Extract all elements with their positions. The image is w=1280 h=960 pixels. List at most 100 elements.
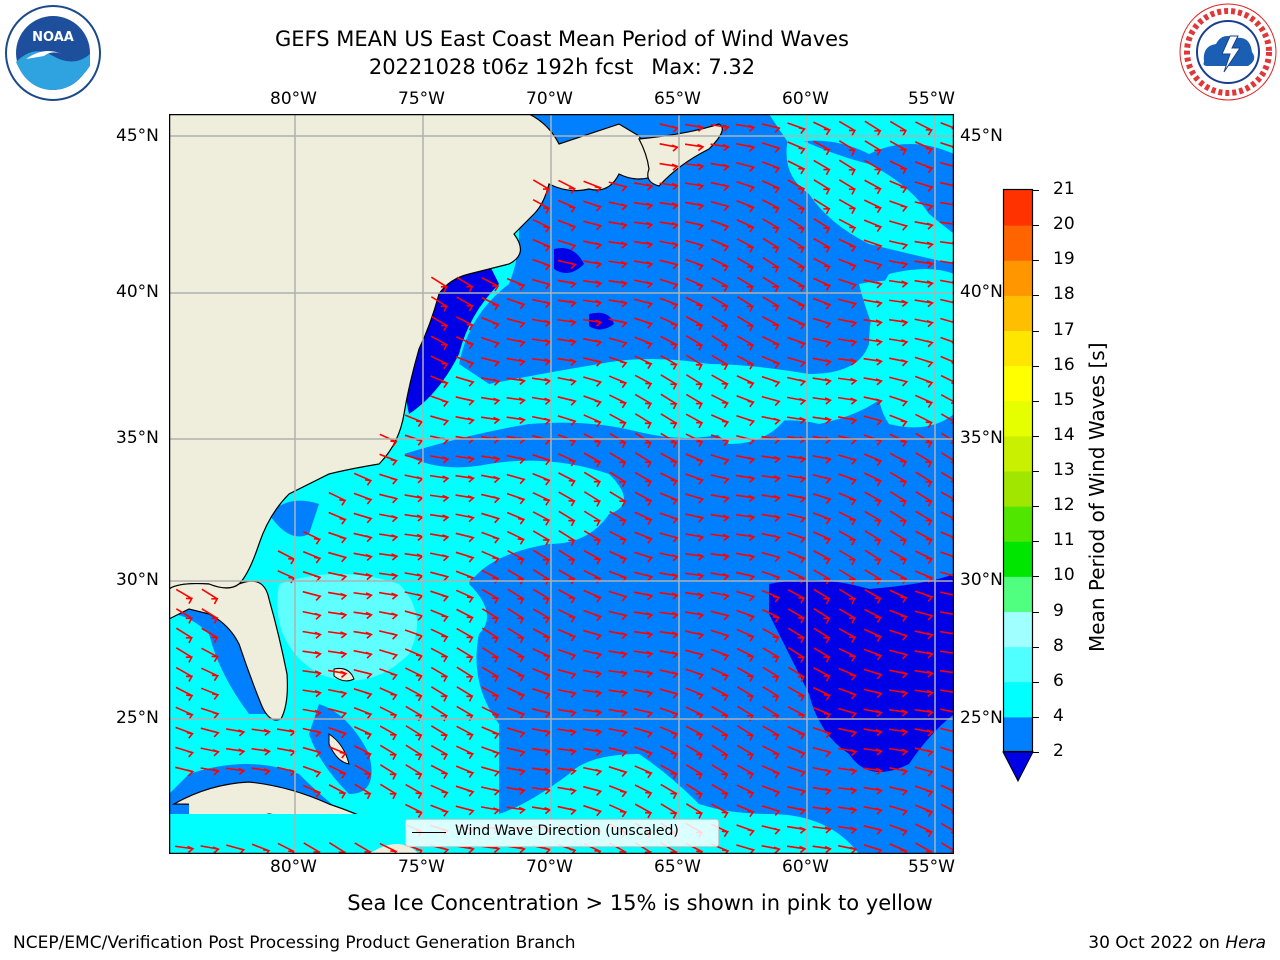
- wind-wave-arrow: [200, 707, 220, 719]
- wind-wave-arrow: [659, 240, 679, 250]
- wind-wave-arrow: [736, 296, 754, 312]
- wind-wave-arrow: [558, 510, 576, 527]
- wind-wave-arrow: [736, 415, 756, 427]
- wind-wave-arrow: [481, 588, 500, 604]
- wind-wave-arrow: [302, 550, 322, 564]
- colorbar-cell: [1004, 330, 1032, 367]
- wind-wave-arrow: [761, 845, 781, 854]
- map-title: GEFS MEAN US East Coast Mean Period of W…: [275, 27, 849, 51]
- colorbar-tick-label: 9: [1053, 600, 1064, 621]
- wind-wave-arrow: [761, 180, 781, 194]
- wind-wave-arrow: [863, 377, 883, 386]
- wind-wave-arrow: [812, 337, 832, 348]
- colorbar-tick-mark: [1033, 471, 1039, 472]
- wind-wave-arrow: [787, 608, 806, 624]
- wind-wave-arrow: [889, 530, 908, 546]
- wind-wave-arrow: [455, 474, 475, 483]
- wind-wave-arrow: [583, 589, 602, 603]
- wind-wave-arrow: [761, 785, 781, 798]
- wind-wave-arrow: [660, 803, 678, 819]
- wind-wave-arrow: [940, 298, 954, 309]
- wind-wave-arrow: [455, 356, 475, 369]
- wind-wave-arrow: [787, 647, 805, 663]
- wind-wave-arrow: [481, 666, 500, 683]
- wind-wave-arrow: [736, 161, 756, 173]
- wind-wave-arrow: [633, 669, 654, 678]
- lat-label-left: 40°N: [116, 282, 159, 302]
- wind-wave-arrow: [889, 220, 909, 231]
- colorbar-tick-mark: [1033, 330, 1039, 332]
- wind-wave-arrow: [327, 630, 348, 639]
- wind-wave-arrow: [302, 708, 322, 718]
- wind-wave-arrow: [659, 707, 679, 719]
- wind-wave-arrow: [175, 686, 194, 701]
- wind-wave-arrow: [659, 650, 679, 659]
- colorbar-cell: [1004, 435, 1032, 472]
- wind-wave-arrow: [914, 766, 934, 777]
- wind-wave-arrow: [507, 608, 525, 624]
- map-gridlines: [169, 114, 954, 854]
- wind-wave-arrow: [608, 260, 628, 269]
- lon-label-top: 60°W: [782, 89, 829, 109]
- wind-wave-arrow: [506, 317, 526, 329]
- colorbar-cell: [1004, 681, 1032, 718]
- wind-wave-arrow: [685, 315, 704, 331]
- wind-wave-arrow: [685, 803, 704, 819]
- lat-label-left: 30°N: [116, 570, 159, 590]
- wind-wave-arrow: [481, 746, 500, 758]
- wind-wave-arrow: [736, 784, 755, 799]
- wind-wave-arrow: [813, 218, 831, 234]
- wind-wave-arrow: [889, 395, 909, 407]
- wind-wave-arrow: [762, 296, 780, 312]
- wind-wave-arrow: [711, 686, 729, 701]
- wind-wave-arrow: [507, 647, 525, 663]
- wind-wave-arrow: [430, 552, 450, 562]
- wind-wave-arrow: [175, 647, 194, 663]
- wind-wave-arrow: [557, 376, 577, 386]
- wind-wave-arrow: [608, 337, 628, 348]
- wind-wave-arrow: [915, 413, 933, 428]
- wind-wave-arrow: [634, 452, 653, 468]
- wind-wave-arrow: [710, 667, 730, 681]
- wind-wave-arrow: [660, 413, 678, 429]
- wind-wave-arrow: [480, 455, 501, 464]
- colorbar-cell: [1004, 190, 1032, 226]
- wind-wave-arrow: [863, 825, 883, 835]
- colorbar-tick-label: 2: [1053, 741, 1064, 761]
- wind-wave-arrow: [201, 588, 219, 605]
- wind-wave-arrow: [379, 649, 399, 660]
- wind-wave-arrow: [787, 766, 807, 778]
- wind-wave-arrow: [889, 824, 908, 837]
- wind-wave-arrow: [761, 142, 781, 154]
- wind-wave-arrow: [863, 728, 883, 737]
- wind-wave-arrow: [659, 552, 679, 562]
- wind-wave-arrow: [583, 471, 602, 488]
- wind-wave-arrow: [940, 181, 954, 191]
- wind-wave-arrow: [201, 608, 219, 624]
- wind-wave-arrow: [583, 609, 602, 622]
- max-label: Max: 7.32: [651, 55, 756, 79]
- wind-wave-arrow: [634, 803, 653, 819]
- wind-wave-arrow: [302, 746, 322, 758]
- wind-wave-arrow: [787, 627, 805, 644]
- wind-wave-arrow: [481, 726, 500, 740]
- wind-wave-arrow: [888, 689, 909, 698]
- wind-wave-arrow: [659, 591, 679, 600]
- wind-wave-arrow: [429, 513, 450, 522]
- wind-wave-arrow: [456, 627, 474, 643]
- wind-wave-arrow: [889, 240, 909, 250]
- wind-wave-arrow: [736, 375, 755, 389]
- wind-wave-arrow: [787, 493, 807, 503]
- wind-wave-arrow: [736, 609, 755, 622]
- wind-wave-arrow: [838, 159, 856, 176]
- wind-wave-arrow: [838, 298, 858, 309]
- wind-wave-arrow: [711, 257, 730, 272]
- wind-wave-arrow: [812, 746, 832, 758]
- wind-wave-arrow: [507, 667, 525, 682]
- wind-wave-arrow: [813, 550, 831, 565]
- wind-wave-arrow: [711, 803, 729, 819]
- wind-wave-arrow: [915, 823, 934, 838]
- wind-wave-arrow: [660, 354, 678, 370]
- wind-wave-arrow: [863, 786, 883, 795]
- wind-wave-arrow: [634, 471, 653, 487]
